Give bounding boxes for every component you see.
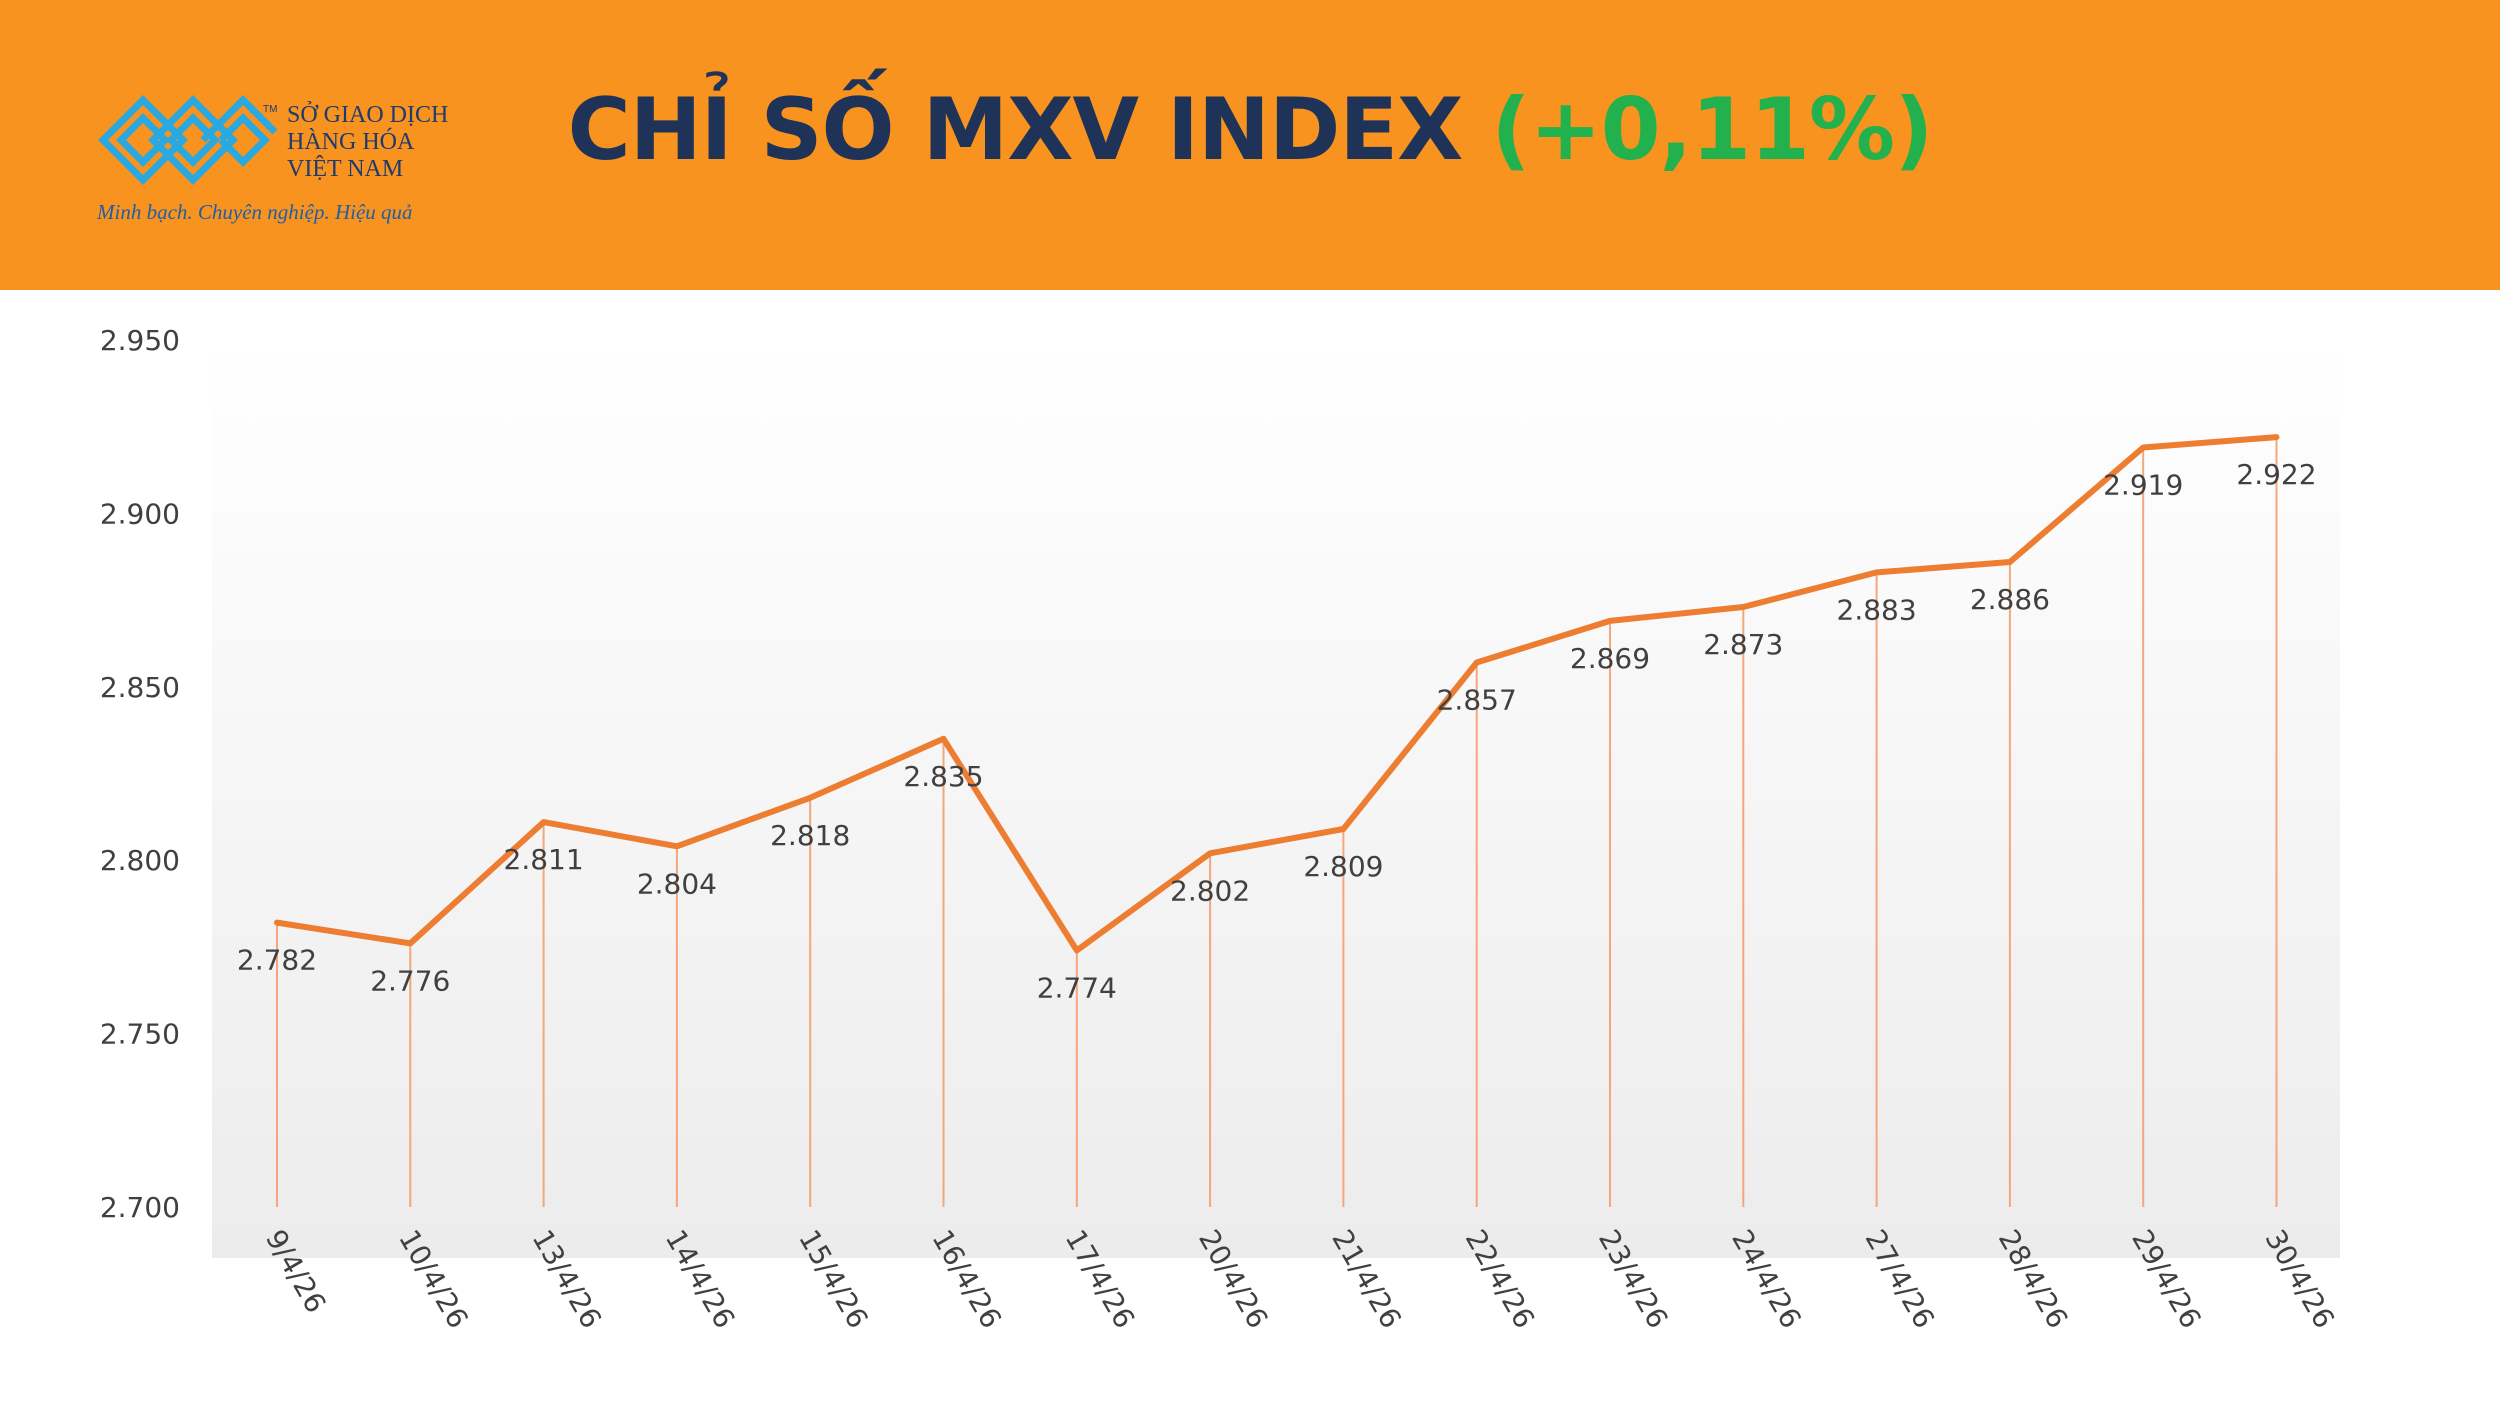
y-tick-label: 2.800 (100, 844, 180, 877)
header-banner: SỞ GIAO DỊCH HÀNG HÓA VIỆT NAM TM Minh b… (0, 0, 2500, 290)
y-tick-label: 2.850 (100, 671, 180, 704)
data-label: 2.922 (2236, 458, 2316, 491)
y-tick-label: 2.950 (100, 324, 180, 357)
data-label: 2.774 (1037, 971, 1117, 1004)
data-label: 2.883 (1837, 593, 1917, 626)
line-chart: 2.700 2.750 2.800 2.850 2.900 2.950 2.782 2.77… (100, 324, 2341, 1334)
logo: SỞ GIAO DỊCH HÀNG HÓA VIỆT NAM TM Minh b… (95, 92, 475, 242)
title-change: (+0,11%) (1491, 80, 1933, 180)
logo-slogan: Minh bạch. Chuyên nghiệp. Hiệu quả (97, 200, 413, 224)
data-label: 2.811 (504, 843, 584, 876)
y-tick-label: 2.900 (100, 497, 180, 530)
logo-name: SỞ GIAO DỊCH HÀNG HÓA VIỆT NAM (287, 102, 448, 183)
data-label: 2.919 (2103, 469, 2183, 502)
logo-line-3: VIỆT NAM (287, 156, 404, 182)
data-label: 2.809 (1303, 850, 1383, 883)
trademark-mark: TM (263, 104, 278, 115)
title-text: CHỈ SỐ MXV INDEX (567, 80, 1464, 180)
data-label: 2.869 (1570, 642, 1650, 675)
y-tick-label: 2.700 (100, 1191, 180, 1224)
series-line (274, 434, 2280, 954)
mxv-logo-icon (98, 95, 278, 185)
logo-line-2: HÀNG HÓA (287, 129, 415, 155)
data-label: 2.782 (237, 944, 317, 977)
data-label: 2.818 (770, 819, 850, 852)
data-label: 2.802 (1170, 874, 1250, 907)
plot-area (212, 340, 2340, 1258)
page-title: CHỈ SỐ MXV INDEX (+0,11%) (0, 80, 2500, 180)
data-label: 2.835 (903, 760, 983, 793)
logo-line-1: SỞ GIAO DỊCH (287, 102, 449, 128)
data-label: 2.873 (1703, 628, 1783, 661)
data-label: 2.886 (1970, 583, 2050, 616)
data-label: 2.857 (1437, 684, 1517, 717)
data-label: 2.776 (370, 964, 450, 997)
y-tick-label: 2.750 (100, 1018, 180, 1051)
data-label: 2.804 (637, 867, 717, 900)
